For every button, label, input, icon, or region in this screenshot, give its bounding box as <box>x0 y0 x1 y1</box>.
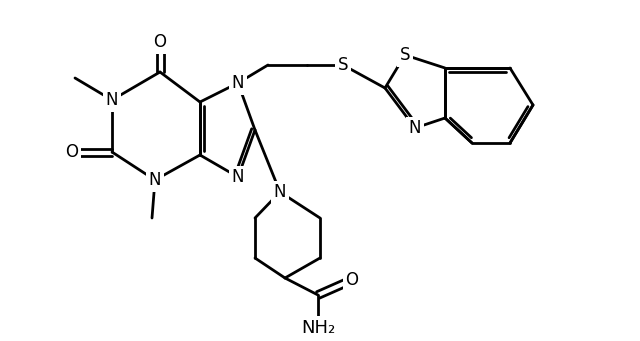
Text: N: N <box>106 91 118 109</box>
Text: N: N <box>409 119 421 137</box>
Text: NH₂: NH₂ <box>301 319 335 337</box>
Text: N: N <box>148 171 161 189</box>
Text: N: N <box>232 168 244 186</box>
Text: S: S <box>338 56 348 74</box>
Text: N: N <box>232 74 244 92</box>
Text: O: O <box>154 33 166 51</box>
Text: O: O <box>65 143 79 161</box>
Text: N: N <box>274 183 286 201</box>
Text: S: S <box>400 46 410 64</box>
Text: O: O <box>346 271 358 289</box>
